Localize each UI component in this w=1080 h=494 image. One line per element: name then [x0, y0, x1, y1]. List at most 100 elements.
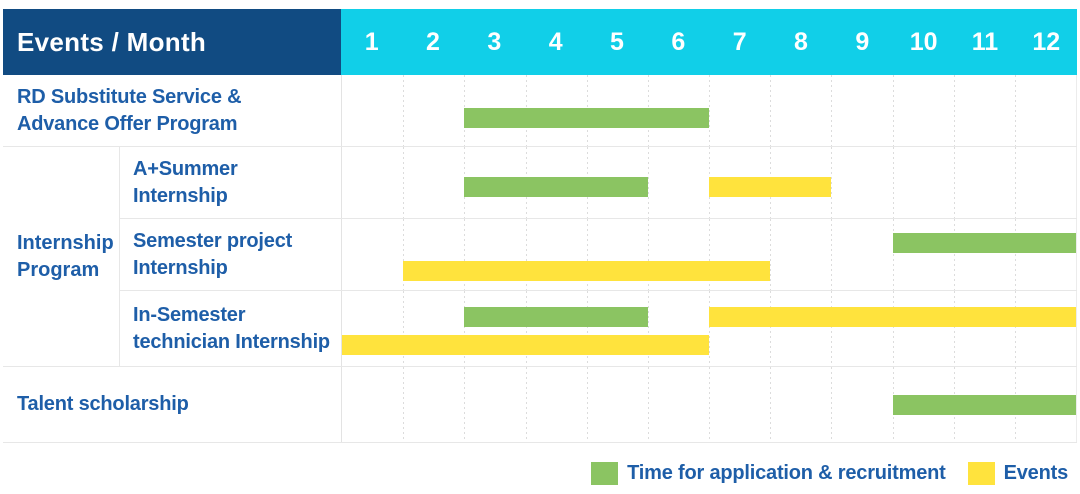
gantt-bar-application: [464, 177, 648, 197]
month-gridline: [892, 75, 894, 146]
gantt-bar-event: [709, 177, 832, 197]
month-gridline: [647, 367, 649, 442]
month-gridline: [1014, 291, 1016, 366]
group-sub-rows: A+Summer Internship Semester project Intern…: [120, 147, 1077, 366]
legend-swatch-event: [967, 462, 995, 485]
gantt-bar-event: [342, 335, 709, 355]
row-label-line: Advance Offer Program: [17, 112, 238, 135]
month-gridline: [709, 219, 710, 290]
month-label-7: 7: [732, 27, 747, 56]
row-label-line: Semester project: [133, 229, 293, 252]
group-label-line: Internship: [17, 231, 114, 254]
row-label-line: Internship: [133, 256, 228, 279]
row-label: Semester project Internship: [120, 219, 341, 290]
month-gridline: [1014, 147, 1016, 218]
month-gridline: [709, 291, 710, 366]
month-gridline: [953, 291, 955, 366]
month-gridline: [770, 367, 772, 442]
row-label: Talent scholarship: [3, 367, 341, 442]
table-row: In-Semester technician Internship: [120, 291, 1077, 366]
month-gridline: [403, 147, 405, 218]
month-gridline: [403, 75, 405, 146]
month-gridline: [953, 219, 955, 290]
month-gridline: [953, 147, 955, 218]
month-gridline: [831, 367, 833, 442]
month-gridline: [1014, 75, 1016, 146]
row-label-line: A+Summer: [133, 157, 238, 180]
month-gridline: [403, 367, 405, 442]
gantt-bar-event: [403, 261, 771, 281]
month-header-row: 1 2 3 4 5 6 7 8 9 10 11 12: [341, 9, 1077, 75]
month-gridline: [586, 291, 588, 366]
month-gridline: [831, 291, 833, 366]
month-gridline: [464, 367, 466, 442]
month-gridline: [403, 219, 405, 290]
chart-cell: [341, 147, 1077, 218]
month-gridline: [586, 367, 588, 442]
row-label: A+Summer Internship: [120, 147, 341, 218]
month-gridline: [586, 219, 588, 290]
row-label-line: RD Substitute Service &: [17, 85, 242, 108]
row-label-line: Internship: [133, 184, 228, 207]
row-label: In-Semester technician Internship: [120, 291, 341, 366]
legend-label-application: Time for application & recruitment: [627, 462, 946, 484]
month-label-3: 3: [487, 27, 502, 56]
month-label-2: 2: [426, 27, 440, 56]
chart-cell: [341, 219, 1077, 290]
month-gridline: [647, 291, 649, 366]
table-row: Talent scholarship: [3, 367, 1077, 443]
group-label-internship-program: Internship Program: [3, 147, 120, 366]
events-month-table: Events / Month 1 2 3 4 5 6 7 8 9 10 11 12 RD Substi…: [3, 9, 1077, 443]
month-gridline: [709, 75, 710, 146]
month-gridline: [770, 75, 772, 146]
month-gridline: [770, 291, 772, 366]
events-month-header-cell: Events / Month: [3, 9, 341, 75]
month-gridline: [464, 291, 466, 366]
legend-label-event: Events: [1003, 462, 1069, 484]
month-gridline: [953, 75, 955, 146]
gantt-bar-application: [464, 108, 709, 128]
month-gridline: [892, 147, 894, 218]
month-gridline: [770, 219, 772, 290]
row-label-line: technician Internship: [133, 330, 330, 353]
month-gridline: [1014, 219, 1016, 290]
month-label-6: 6: [671, 27, 686, 56]
legend: Time for application & recruitment Events: [591, 462, 1068, 485]
month-label-4: 4: [548, 27, 563, 56]
month-gridline: [647, 147, 649, 218]
table-header: Events / Month 1 2 3 4 5 6 7 8 9 10 11 12: [3, 9, 1077, 75]
gantt-bar-application: [892, 233, 1076, 253]
legend-swatch-application: [591, 462, 619, 485]
month-gridline: [831, 219, 833, 290]
row-label-line: Talent scholarship: [17, 393, 189, 415]
legend-item-event: Events: [967, 462, 1069, 485]
gantt-bar-application: [464, 307, 648, 327]
month-gridline: [525, 367, 527, 442]
month-gridline: [831, 75, 833, 146]
internship-program-group: Internship Program A+Summer Internship Semes…: [3, 147, 1077, 367]
month-label-9: 9: [855, 27, 870, 56]
month-gridline: [709, 367, 710, 442]
table-row: A+Summer Internship: [120, 147, 1077, 219]
chart-cell: [341, 75, 1077, 146]
group-label-line: Program: [17, 258, 100, 281]
month-gridline: [403, 291, 405, 366]
month-label-1: 1: [364, 27, 379, 56]
month-label-11: 11: [971, 27, 999, 56]
month-gridline: [892, 291, 894, 366]
gantt-body: RD Substitute Service & Advance Offer Pro…: [3, 75, 1077, 443]
table-row: Semester project Internship: [120, 219, 1077, 291]
row-label-line: In-Semester: [133, 303, 246, 326]
month-gridline: [831, 147, 833, 218]
month-label-8: 8: [794, 27, 808, 56]
month-gridline: [525, 291, 527, 366]
chart-cell: [341, 291, 1077, 366]
table-row: RD Substitute Service & Advance Offer Pro…: [3, 75, 1077, 147]
month-label-12: 12: [1032, 27, 1061, 56]
month-label-5: 5: [610, 27, 624, 56]
month-label-10: 10: [909, 27, 938, 56]
month-gridline: [525, 219, 527, 290]
legend-item-application: Time for application & recruitment: [591, 462, 946, 485]
month-gridline: [464, 219, 466, 290]
